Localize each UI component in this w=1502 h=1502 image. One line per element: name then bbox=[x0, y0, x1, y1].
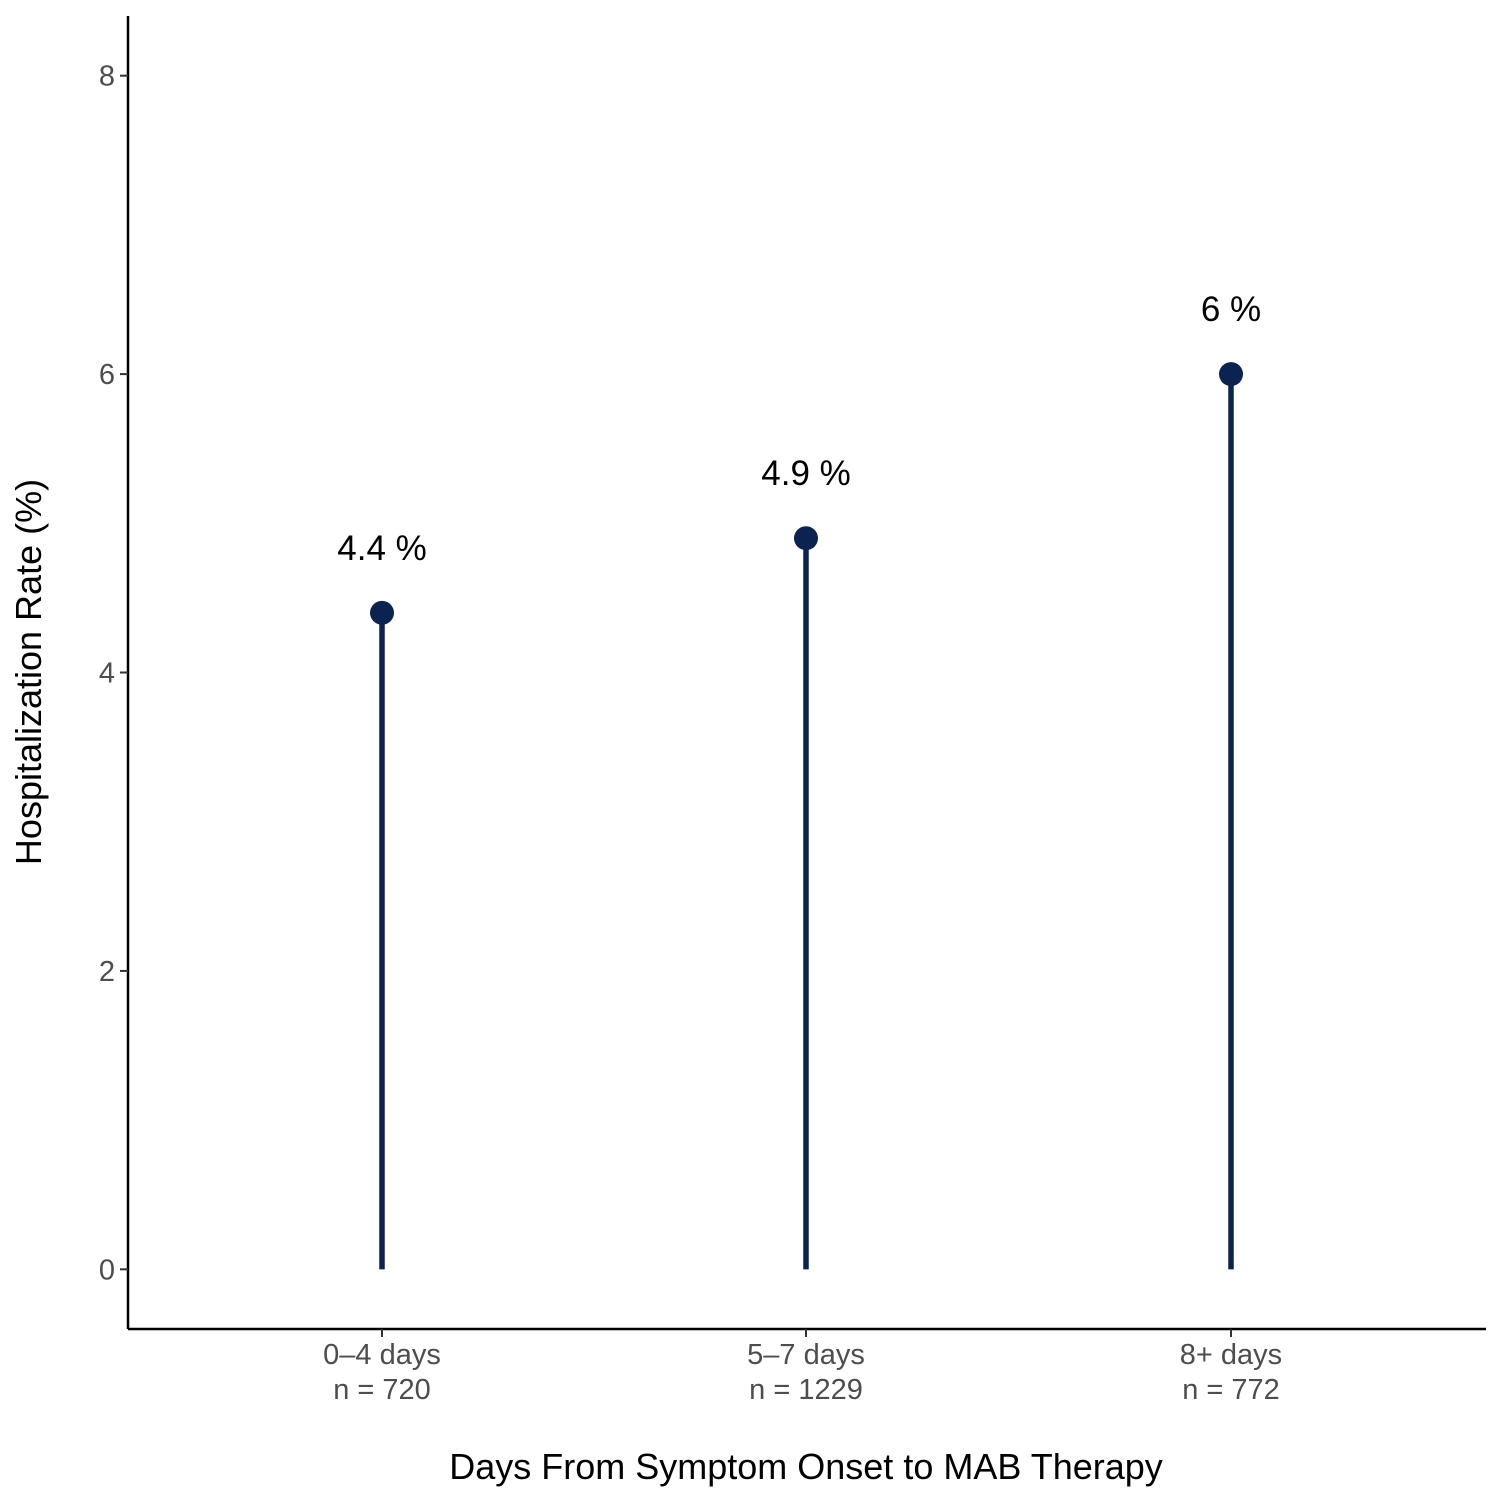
data-label: 4.9 % bbox=[761, 454, 851, 493]
y-tick-label: 8 bbox=[99, 61, 115, 93]
lollipop-point bbox=[370, 600, 394, 625]
x-tick-label: 8+ days bbox=[1180, 1339, 1282, 1371]
x-tick-sublabel: n = 720 bbox=[333, 1374, 431, 1406]
data-label: 6 % bbox=[1201, 290, 1261, 329]
points-layer bbox=[370, 362, 1243, 625]
y-tick-label: 6 bbox=[99, 359, 115, 391]
lollipop-point bbox=[794, 526, 818, 551]
x-axis-title: Days From Symptom Onset to MAB Therapy bbox=[449, 1446, 1163, 1487]
y-tick-label: 2 bbox=[99, 956, 115, 988]
data-labels-layer: 4.4 % 4.9 % 6 % bbox=[337, 290, 1261, 568]
y-axis-ticks: 0 2 4 6 8 bbox=[99, 61, 128, 1286]
y-tick-label: 4 bbox=[99, 658, 115, 690]
y-axis-title: Hospitalization Rate (%) bbox=[8, 479, 49, 865]
x-tick-label: 5–7 days bbox=[747, 1339, 865, 1371]
x-tick-sublabel: n = 772 bbox=[1182, 1374, 1280, 1406]
data-label: 4.4 % bbox=[337, 529, 427, 568]
x-tick-label: 0–4 days bbox=[323, 1339, 441, 1371]
lollipop-point bbox=[1219, 362, 1243, 387]
x-tick-sublabel: n = 1229 bbox=[749, 1374, 863, 1406]
stems-layer bbox=[379, 374, 1234, 1270]
y-tick-label: 0 bbox=[99, 1254, 115, 1286]
